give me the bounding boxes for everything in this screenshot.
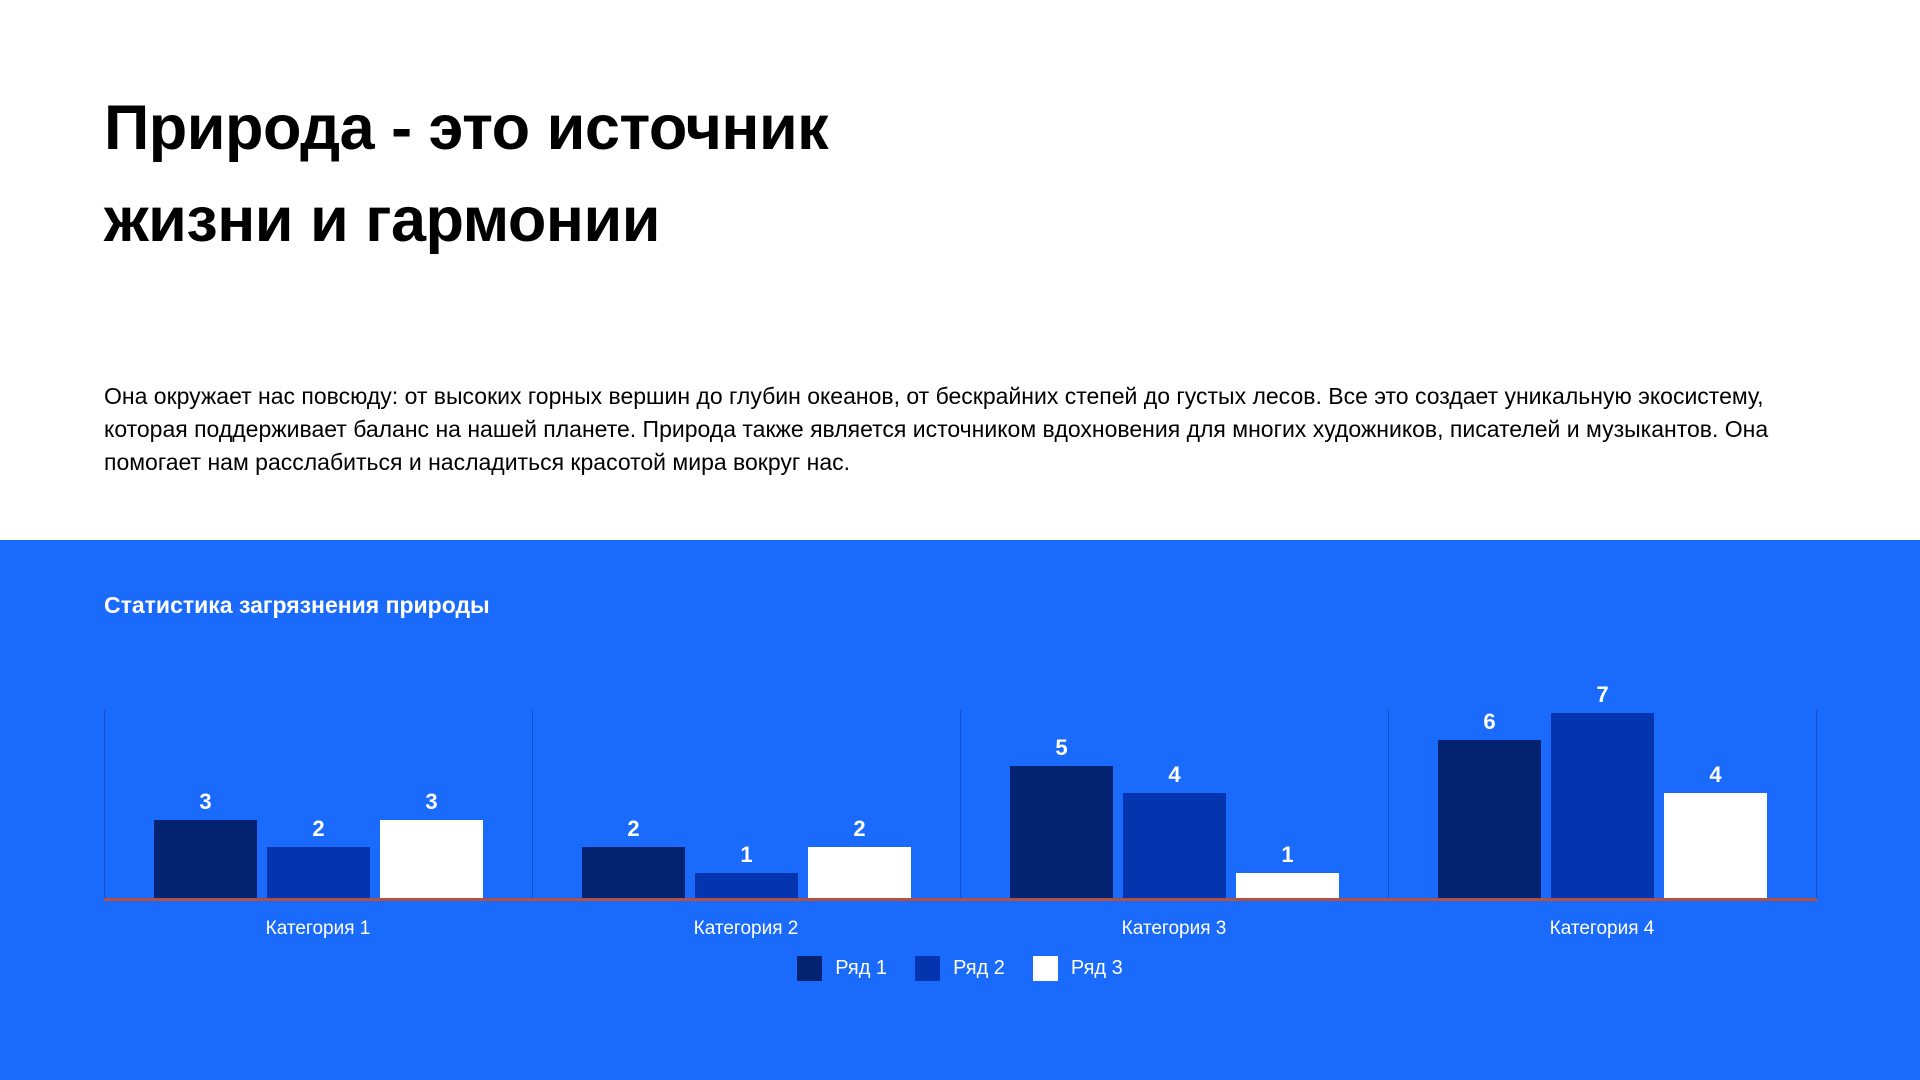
bar-slot: 3 — [154, 789, 257, 900]
category-label: Категория 4 — [1549, 918, 1655, 939]
legend-label: Ряд 1 — [835, 957, 888, 979]
bar-value-label: 1 — [1281, 842, 1294, 867]
bar-value-label: 3 — [199, 789, 212, 814]
chart-title: Статистика загрязнения природы — [104, 592, 490, 618]
category-group: 5 4 1 — [960, 710, 1388, 900]
bar-slot: 7 — [1551, 682, 1654, 900]
bar-series-2 — [695, 873, 798, 900]
bar-slot: 4 — [1664, 762, 1767, 900]
page-title-line-1: Природа - это источник — [104, 93, 829, 163]
bar-series-3 — [1236, 873, 1339, 900]
category-group: 2 1 2 — [532, 710, 960, 900]
intro-paragraph: Она окружает нас повсюду: от высоких гор… — [104, 383, 1769, 475]
bar-slot: 4 — [1123, 762, 1226, 900]
legend-label: Ряд 2 — [953, 957, 1005, 979]
legend-swatch — [1032, 956, 1058, 981]
bar-slot: 3 — [380, 789, 483, 900]
bar-series-2 — [1123, 793, 1226, 900]
legend-item: Ряд 2 — [915, 956, 1005, 981]
bar-value-label: 2 — [312, 816, 325, 841]
bar-series-3 — [1664, 793, 1767, 900]
bar-slot: 2 — [582, 816, 685, 900]
bar-value-label: 3 — [425, 789, 438, 814]
bar-slot: 2 — [267, 816, 370, 900]
bar-slot: 5 — [1010, 735, 1113, 900]
bar-slot: 6 — [1438, 709, 1541, 900]
bar-series-3 — [808, 847, 911, 900]
chart-plot-area: 3 2 3 2 1 2 5 4 1 6 7 4 — [104, 682, 1817, 900]
bar-value-label: 2 — [853, 816, 866, 841]
legend-swatch — [915, 956, 941, 981]
chart-section: Статистика загрязнения природы 3 2 3 2 1 2 5 4 1… — [0, 540, 1920, 1080]
bar-value-label: 4 — [1168, 762, 1181, 787]
bar-series-2 — [267, 847, 370, 900]
legend-label: Ряд 3 — [1070, 957, 1123, 979]
category-label: Категория 3 — [1121, 918, 1227, 939]
legend-swatch — [797, 956, 823, 981]
bar-slot: 1 — [695, 842, 798, 900]
bar-value-label: 4 — [1709, 762, 1722, 787]
page-title: Природа - это источник жизни и гармонии — [104, 82, 829, 266]
bar-value-label: 7 — [1596, 682, 1609, 707]
bar-series-1 — [154, 820, 257, 900]
bar-value-label: 1 — [740, 842, 753, 867]
bar-series-1 — [1438, 740, 1541, 900]
bar-series-3 — [380, 820, 483, 900]
category-label: Категория 2 — [693, 918, 799, 939]
chart-legend: Ряд 1 Ряд 2 Ряд 3 — [104, 956, 1816, 981]
legend-item: Ряд 1 — [797, 956, 887, 981]
category-group: 3 2 3 — [104, 710, 532, 900]
category-labels-row: Категория 1 Категория 2 Категория 3 Категор… — [104, 918, 1816, 940]
bar-value-label: 2 — [627, 816, 640, 841]
bar-slot: 1 — [1236, 842, 1339, 900]
bar-value-label: 6 — [1483, 709, 1496, 734]
chart-axis-baseline — [104, 898, 1817, 901]
category-label: Категория 1 — [265, 918, 371, 939]
bar-slot: 2 — [808, 816, 911, 900]
bar-series-1 — [1010, 766, 1113, 900]
bar-value-label: 5 — [1055, 735, 1068, 760]
legend-item: Ряд 3 — [1032, 956, 1123, 981]
page-title-line-2: жизни и гармонии — [104, 185, 660, 255]
bar-series-1 — [582, 847, 685, 900]
category-group: 6 7 4 — [1388, 682, 1816, 900]
bar-series-2 — [1551, 713, 1654, 900]
